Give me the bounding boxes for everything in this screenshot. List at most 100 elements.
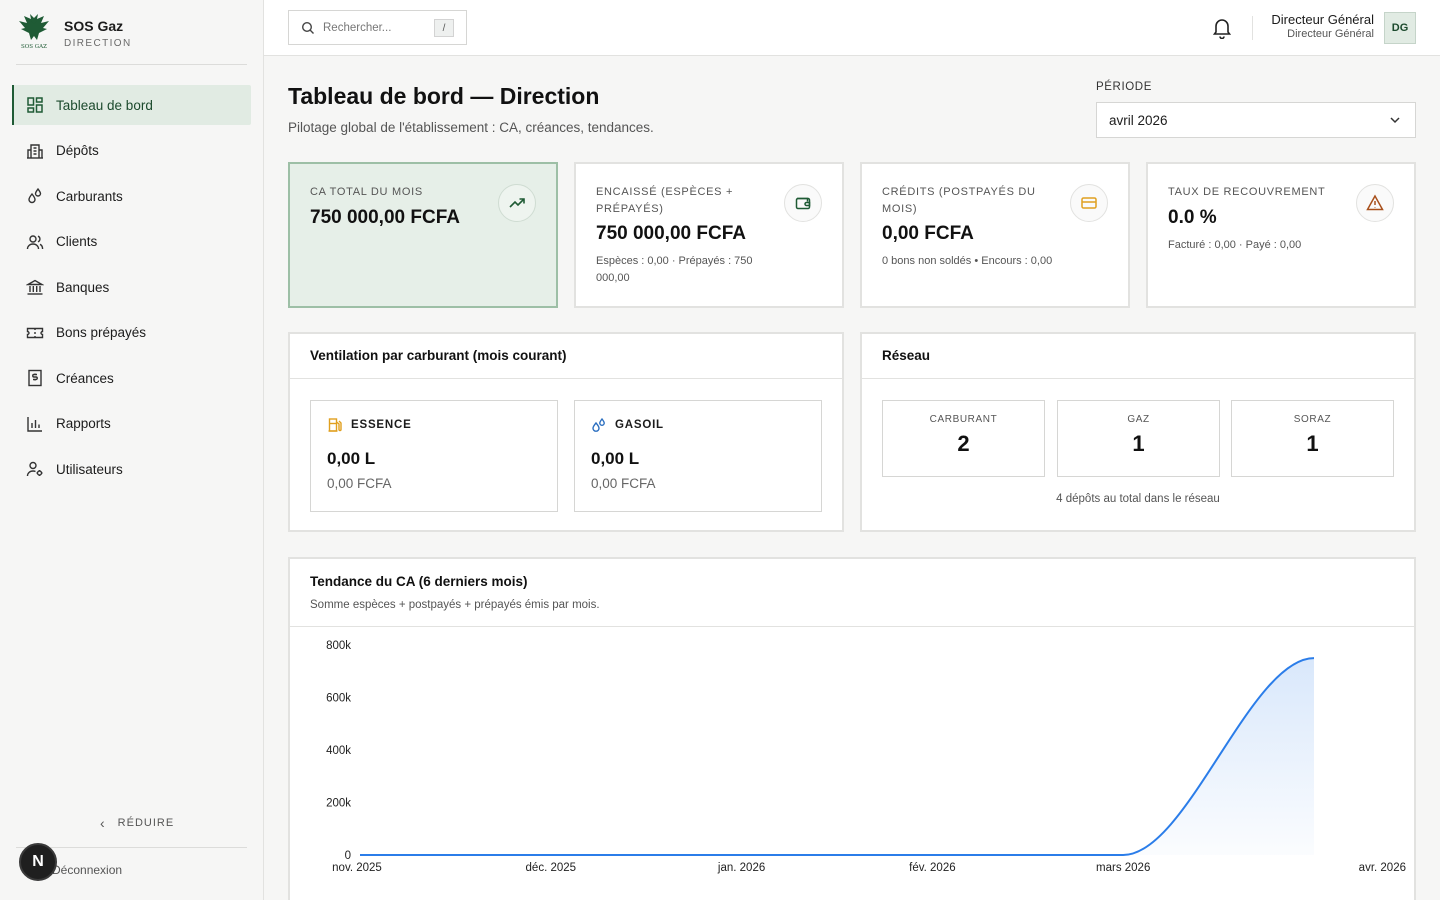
stat-label: GAZ [1127, 414, 1150, 425]
panel-subtitle: Somme espèces + postpayés + prépayés émi… [310, 599, 600, 611]
kpi-value: 750 000,00 FCFA [310, 206, 460, 228]
topbar: / Directeur Général Directeur Général DG [264, 0, 1440, 56]
sidebar-item-label: Utilisateurs [56, 461, 123, 477]
kpi-card-ca-total: CA TOTAL DU MOIS 750 000,00 FCFA [288, 162, 558, 308]
stat-label: SORAZ [1293, 414, 1332, 425]
fuel-volume: 0,00 L [327, 449, 376, 468]
kpi-label: CRÉDITS (POSTPAYÉS DU MOIS) [882, 186, 1036, 215]
sidebar-item-label: Créances [56, 370, 114, 386]
sidebar-nav: Tableau de bord Dépôts Carburants Client… [12, 85, 251, 495]
period-select[interactable]: avril 2026 [1096, 102, 1416, 138]
user-role: Directeur Général [1287, 28, 1374, 40]
trend-chart: 0 200k 400k 600k 800k nov. 2025 déc. 2025 jan. … [326, 640, 1406, 874]
kpi-label: CA TOTAL DU MOIS [310, 186, 423, 198]
sidebar-item-label: Carburants [56, 188, 123, 204]
panel-title: Ventilation par carburant (mois courant) [290, 334, 842, 379]
n-badge[interactable]: N [19, 843, 57, 881]
fuel-card-essence: ESSENCE 0,00 L 0,00 FCFA [310, 400, 558, 512]
collapse-sidebar-button[interactable]: ‹ RÉDUIRE [100, 815, 174, 831]
sidebar-item-label: Tableau de bord [56, 97, 153, 113]
building-icon [26, 142, 44, 160]
series-line [360, 657, 1314, 856]
sidebar-item-label: Banques [56, 279, 110, 295]
dashboard-icon [26, 96, 44, 114]
bank-icon [26, 278, 44, 296]
search-input[interactable] [323, 21, 423, 34]
panel-title: Réseau [862, 334, 1414, 379]
fuel-amount: 0,00 FCFA [327, 476, 392, 491]
kpi-note: Facturé : 0,00 · Payé : 0,00 [1168, 238, 1302, 251]
sidebar-item-clients[interactable]: Clients [12, 222, 251, 262]
y-tick-label: 800k [326, 640, 351, 652]
kpi-label: TAUX DE RECOUVREMENT [1168, 186, 1326, 198]
sidebar-item-banques[interactable]: Banques [12, 267, 251, 307]
stat-value: 1 [1306, 431, 1319, 456]
sidebar-item-utilisateurs[interactable]: Utilisateurs [12, 449, 251, 489]
network-stat-carburant: CARBURANT 2 [882, 400, 1045, 477]
chevron-down-icon [1390, 117, 1400, 124]
network-total: 4 dépôts au total dans le réseau [1056, 493, 1220, 505]
search-icon [301, 21, 314, 34]
series-area [360, 658, 1314, 855]
user-cog-icon [26, 460, 44, 478]
kpi-note: 0 bons non soldés • Encours : 0,00 [882, 255, 1053, 267]
x-tick-label: déc. 2025 [526, 862, 577, 874]
kpi-card-recouvrement: TAUX DE RECOUVREMENT 0.0 % Facturé : 0,0… [1146, 162, 1416, 308]
page-subtitle: Pilotage global de l'établissement : CA,… [288, 120, 654, 135]
page-title: Tableau de bord — Direction [288, 83, 600, 109]
fuel-pump-icon [328, 418, 342, 432]
brand-name: SOS Gaz [64, 17, 124, 34]
sidebar-item-depots[interactable]: Dépôts [12, 131, 251, 171]
user-info[interactable]: Directeur Général Directeur Général [1271, 12, 1374, 40]
y-tick-label: 400k [326, 745, 351, 757]
panel-header [290, 559, 1414, 627]
credit-card-icon [1070, 184, 1108, 222]
y-tick-label: 600k [326, 693, 351, 705]
kpi-label: ENCAISSÉ (ESPÈCES + PRÉPAYÉS) [596, 186, 734, 215]
x-tick-label: nov. 2025 [332, 862, 382, 874]
user-name: Directeur Général [1271, 12, 1374, 27]
y-tick-label: 200k [326, 798, 351, 810]
brand[interactable]: SOS GAZ SOS Gaz DIRECTION [16, 12, 132, 52]
trending-up-icon [498, 184, 536, 222]
network-stat-soraz: SORAZ 1 [1231, 400, 1394, 477]
fuel-name: GASOIL [615, 419, 664, 431]
collapse-label: RÉDUIRE [117, 817, 175, 829]
x-tick-label: jan. 2026 [717, 862, 765, 874]
logout-button[interactable]: Déconnexion [52, 863, 123, 877]
eagle-logo-icon: SOS GAZ [19, 14, 49, 50]
kpi-value: 750 000,00 FCFA [596, 223, 746, 244]
sidebar-item-label: Bons prépayés [56, 325, 147, 340]
x-tick-label: fév. 2026 [909, 862, 955, 874]
x-tick-label: avr. 2026 [1359, 862, 1406, 874]
sidebar-item-creances[interactable]: Créances [12, 358, 251, 398]
divider [1252, 16, 1253, 40]
fuel-amount: 0,00 FCFA [591, 476, 656, 491]
period-value: avril 2026 [1109, 112, 1168, 128]
panel-title: Tendance du CA (6 derniers mois) [310, 574, 528, 589]
stat-label: CARBURANT [929, 414, 998, 425]
users-icon [26, 233, 44, 251]
fuel-breakdown-panel: Ventilation par carburant (mois courant)… [288, 332, 844, 532]
alert-triangle-icon [1356, 184, 1394, 222]
sidebar-item-carburants[interactable]: Carburants [12, 176, 251, 216]
sidebar-item-dashboard[interactable]: Tableau de bord [12, 85, 251, 125]
kpi-value: 0,00 FCFA [882, 223, 974, 244]
bell-icon[interactable] [1212, 17, 1232, 44]
sidebar-item-bons-prepayes[interactable]: Bons prépayés [12, 313, 251, 353]
kpi-note: Espèces : 0,00 · Prépayés : 750 000,00 [596, 255, 753, 285]
search-box[interactable]: / [288, 10, 467, 45]
droplets-icon [26, 187, 44, 205]
logo-text: SOS GAZ [21, 44, 47, 50]
kpi-value: 0.0 % [1168, 206, 1217, 228]
x-tick-label: mars 2026 [1096, 862, 1150, 874]
chevron-left-icon: ‹ [100, 815, 106, 831]
receipt-dollar-icon [26, 369, 44, 387]
kpi-card-credits: CRÉDITS (POSTPAYÉS DU MOIS) 0,00 FCFA 0 … [860, 162, 1130, 308]
divider [16, 64, 247, 65]
period-label: PÉRIODE [1096, 81, 1152, 93]
sidebar-item-label: Rapports [56, 416, 111, 431]
sidebar-item-rapports[interactable]: Rapports [12, 404, 251, 444]
avatar[interactable]: DG [1384, 12, 1416, 44]
brand-subtitle: DIRECTION [64, 37, 132, 49]
